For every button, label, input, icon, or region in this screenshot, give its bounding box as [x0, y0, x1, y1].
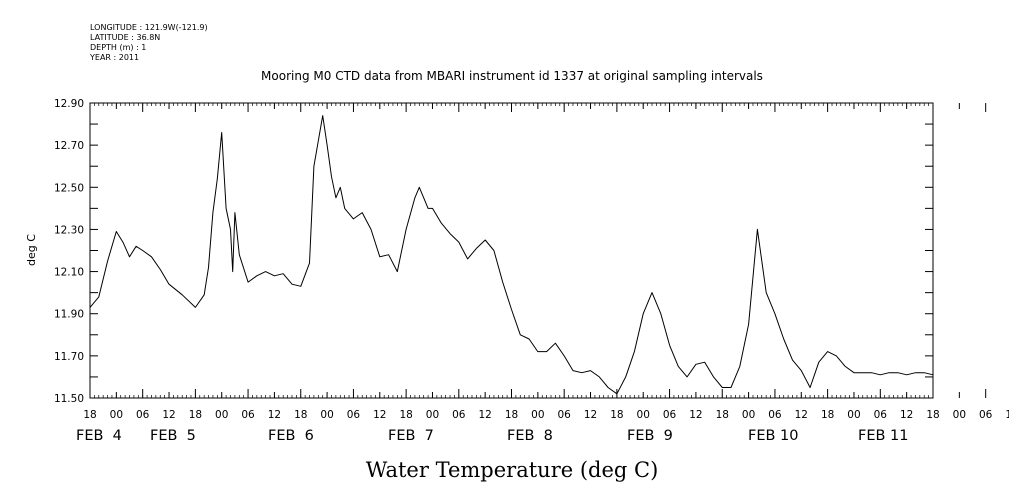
- x-hour-label: 18: [926, 409, 939, 421]
- x-hour-label: 18: [821, 409, 834, 421]
- x-hour-label: 06: [663, 409, 677, 421]
- plot-frame: [89, 102, 934, 399]
- depth-label: DEPTH (m) : 1: [90, 43, 146, 52]
- longitude-label: LONGITUDE : 121.9W(-121.9): [90, 23, 208, 32]
- series-lines: [89, 115, 934, 395]
- y-tick-label: 12.10: [54, 267, 84, 279]
- x-hour-label: 12: [900, 409, 913, 421]
- x-hour-label: 06: [768, 409, 782, 421]
- y-tick-label: 11.70: [54, 351, 84, 363]
- y-tick-label: 12.90: [54, 98, 84, 110]
- x-hour-label: 00: [320, 409, 333, 421]
- x-day-label: FEB 11: [858, 428, 909, 444]
- x-hour-label: 18: [610, 409, 623, 421]
- x-hour-label: 06: [558, 409, 572, 421]
- x-hour-label: 18: [83, 409, 96, 421]
- x-day-label: FEB 7: [388, 428, 434, 444]
- x-hour-label: 12: [478, 409, 491, 421]
- x-hour-label: 00: [847, 409, 860, 421]
- x-axis: 18 00 06 12 18 00 06 12 18 00 06 12 18 00 06 12 18 00 06 12…: [76, 103, 1009, 444]
- x-hour-label: 06: [136, 409, 150, 421]
- x-hour-label: 06: [241, 409, 255, 421]
- x-hour-label: 06: [979, 409, 993, 421]
- x-hour-label: 00: [637, 409, 650, 421]
- x-hour-label: 12: [689, 409, 702, 421]
- chart-title: Mooring M0 CTD data from MBARI instrumen…: [261, 69, 763, 83]
- x-hour-label: 12: [584, 409, 597, 421]
- x-hour-label: 00: [531, 409, 544, 421]
- x-hour-label: 18: [189, 409, 202, 421]
- y-tick-label: 12.30: [54, 224, 84, 236]
- x-hour-label: 18: [505, 409, 518, 421]
- y-tick-label: 11.90: [54, 309, 84, 321]
- x-day-label: FEB 9: [627, 428, 673, 444]
- x-hour-label: 06: [874, 409, 888, 421]
- x-hour-label: 18: [294, 409, 307, 421]
- x-hour-label: 00: [426, 409, 439, 421]
- x-hour-label: 12: [1005, 409, 1009, 421]
- x-hour-label: 12: [373, 409, 386, 421]
- y-axis-label: deg C: [25, 234, 38, 266]
- y-axis: 11.50 11.70 11.90 12.10 12.30 12.50 12.70 12.90: [54, 98, 933, 405]
- x-day-label: FEB 10: [748, 428, 799, 444]
- x-hour-label: 18: [399, 409, 412, 421]
- x-axis-label: Water Temperature (deg C): [366, 458, 659, 482]
- year-label: YEAR : 2011: [89, 53, 139, 62]
- y-tick-label: 12.70: [54, 140, 84, 152]
- x-hour-label: 06: [452, 409, 466, 421]
- x-day-label: FEB 4: [76, 428, 122, 444]
- x-day-label: FEB 6: [268, 428, 314, 444]
- y-tick-label: 12.50: [54, 182, 84, 194]
- x-day-label: FEB 8: [507, 428, 553, 444]
- x-hour-label: 00: [215, 409, 228, 421]
- x-hour-label: 00: [110, 409, 123, 421]
- x-day-label: FEB 5: [150, 428, 196, 444]
- x-hour-label: 06: [347, 409, 361, 421]
- x-hour-label: 18: [716, 409, 729, 421]
- series-line: [89, 115, 934, 395]
- x-hour-label: 12: [162, 409, 175, 421]
- minor-ticks: [94, 103, 929, 398]
- x-hour-label: 12: [268, 409, 281, 421]
- latitude-label: LATITUDE : 36.8N: [90, 33, 160, 42]
- y-tick-label: 11.50: [54, 393, 84, 405]
- x-hour-label: 00: [742, 409, 755, 421]
- x-hour-label: 12: [795, 409, 808, 421]
- x-hour-label: 00: [953, 409, 966, 421]
